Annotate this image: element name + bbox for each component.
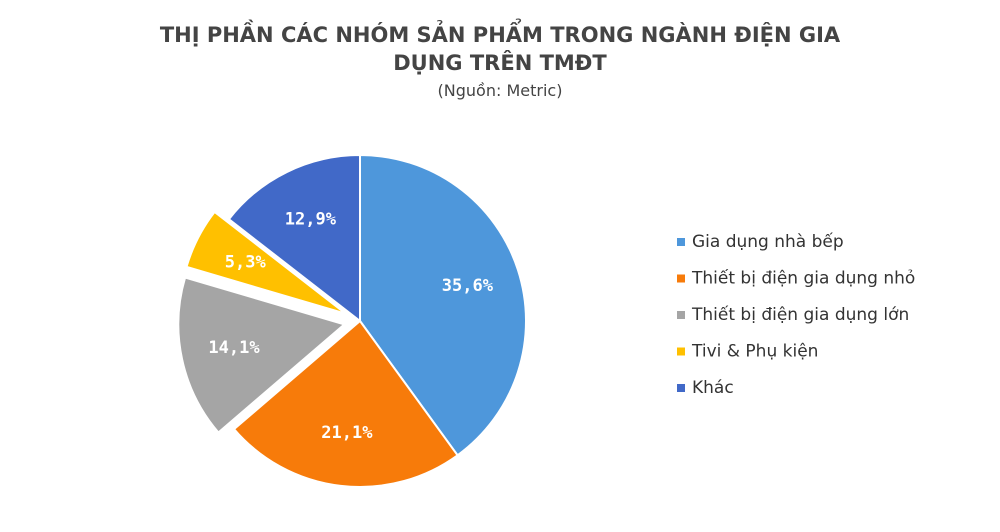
data-label: 12,9% xyxy=(285,210,337,230)
data-label: 35,6% xyxy=(442,276,494,296)
legend-label: Gia dụng nhà bếp xyxy=(692,231,844,252)
data-label: 14,1% xyxy=(208,338,260,358)
pie-slice xyxy=(177,276,347,434)
legend-label: Thiết bị điện gia dụng nhỏ xyxy=(691,268,915,289)
legend-swatch xyxy=(677,274,685,283)
chart-subtitle: (Nguồn: Metric) xyxy=(438,81,563,100)
legend-label: Khác xyxy=(692,378,734,398)
legend-swatch xyxy=(677,347,685,356)
legend-swatch xyxy=(677,238,685,246)
pie-slice xyxy=(227,153,361,324)
chart-title: DỤNG TRÊN TMĐT xyxy=(393,50,607,75)
legend-swatch xyxy=(677,384,685,392)
data-label: 21,1% xyxy=(321,423,373,443)
pie-slice xyxy=(359,153,527,457)
legend-label: Tivi & Phụ kiện xyxy=(691,342,818,362)
data-label: 5,3% xyxy=(225,252,267,272)
legend-swatch xyxy=(677,311,685,319)
pie-slice xyxy=(185,210,347,315)
pie-slice xyxy=(232,319,459,488)
legend-label: Thiết bị điện gia dụng lớn xyxy=(691,304,909,325)
chart-title: THỊ PHẦN CÁC NHÓM SẢN PHẨM TRONG NGÀNH Đ… xyxy=(160,19,841,47)
